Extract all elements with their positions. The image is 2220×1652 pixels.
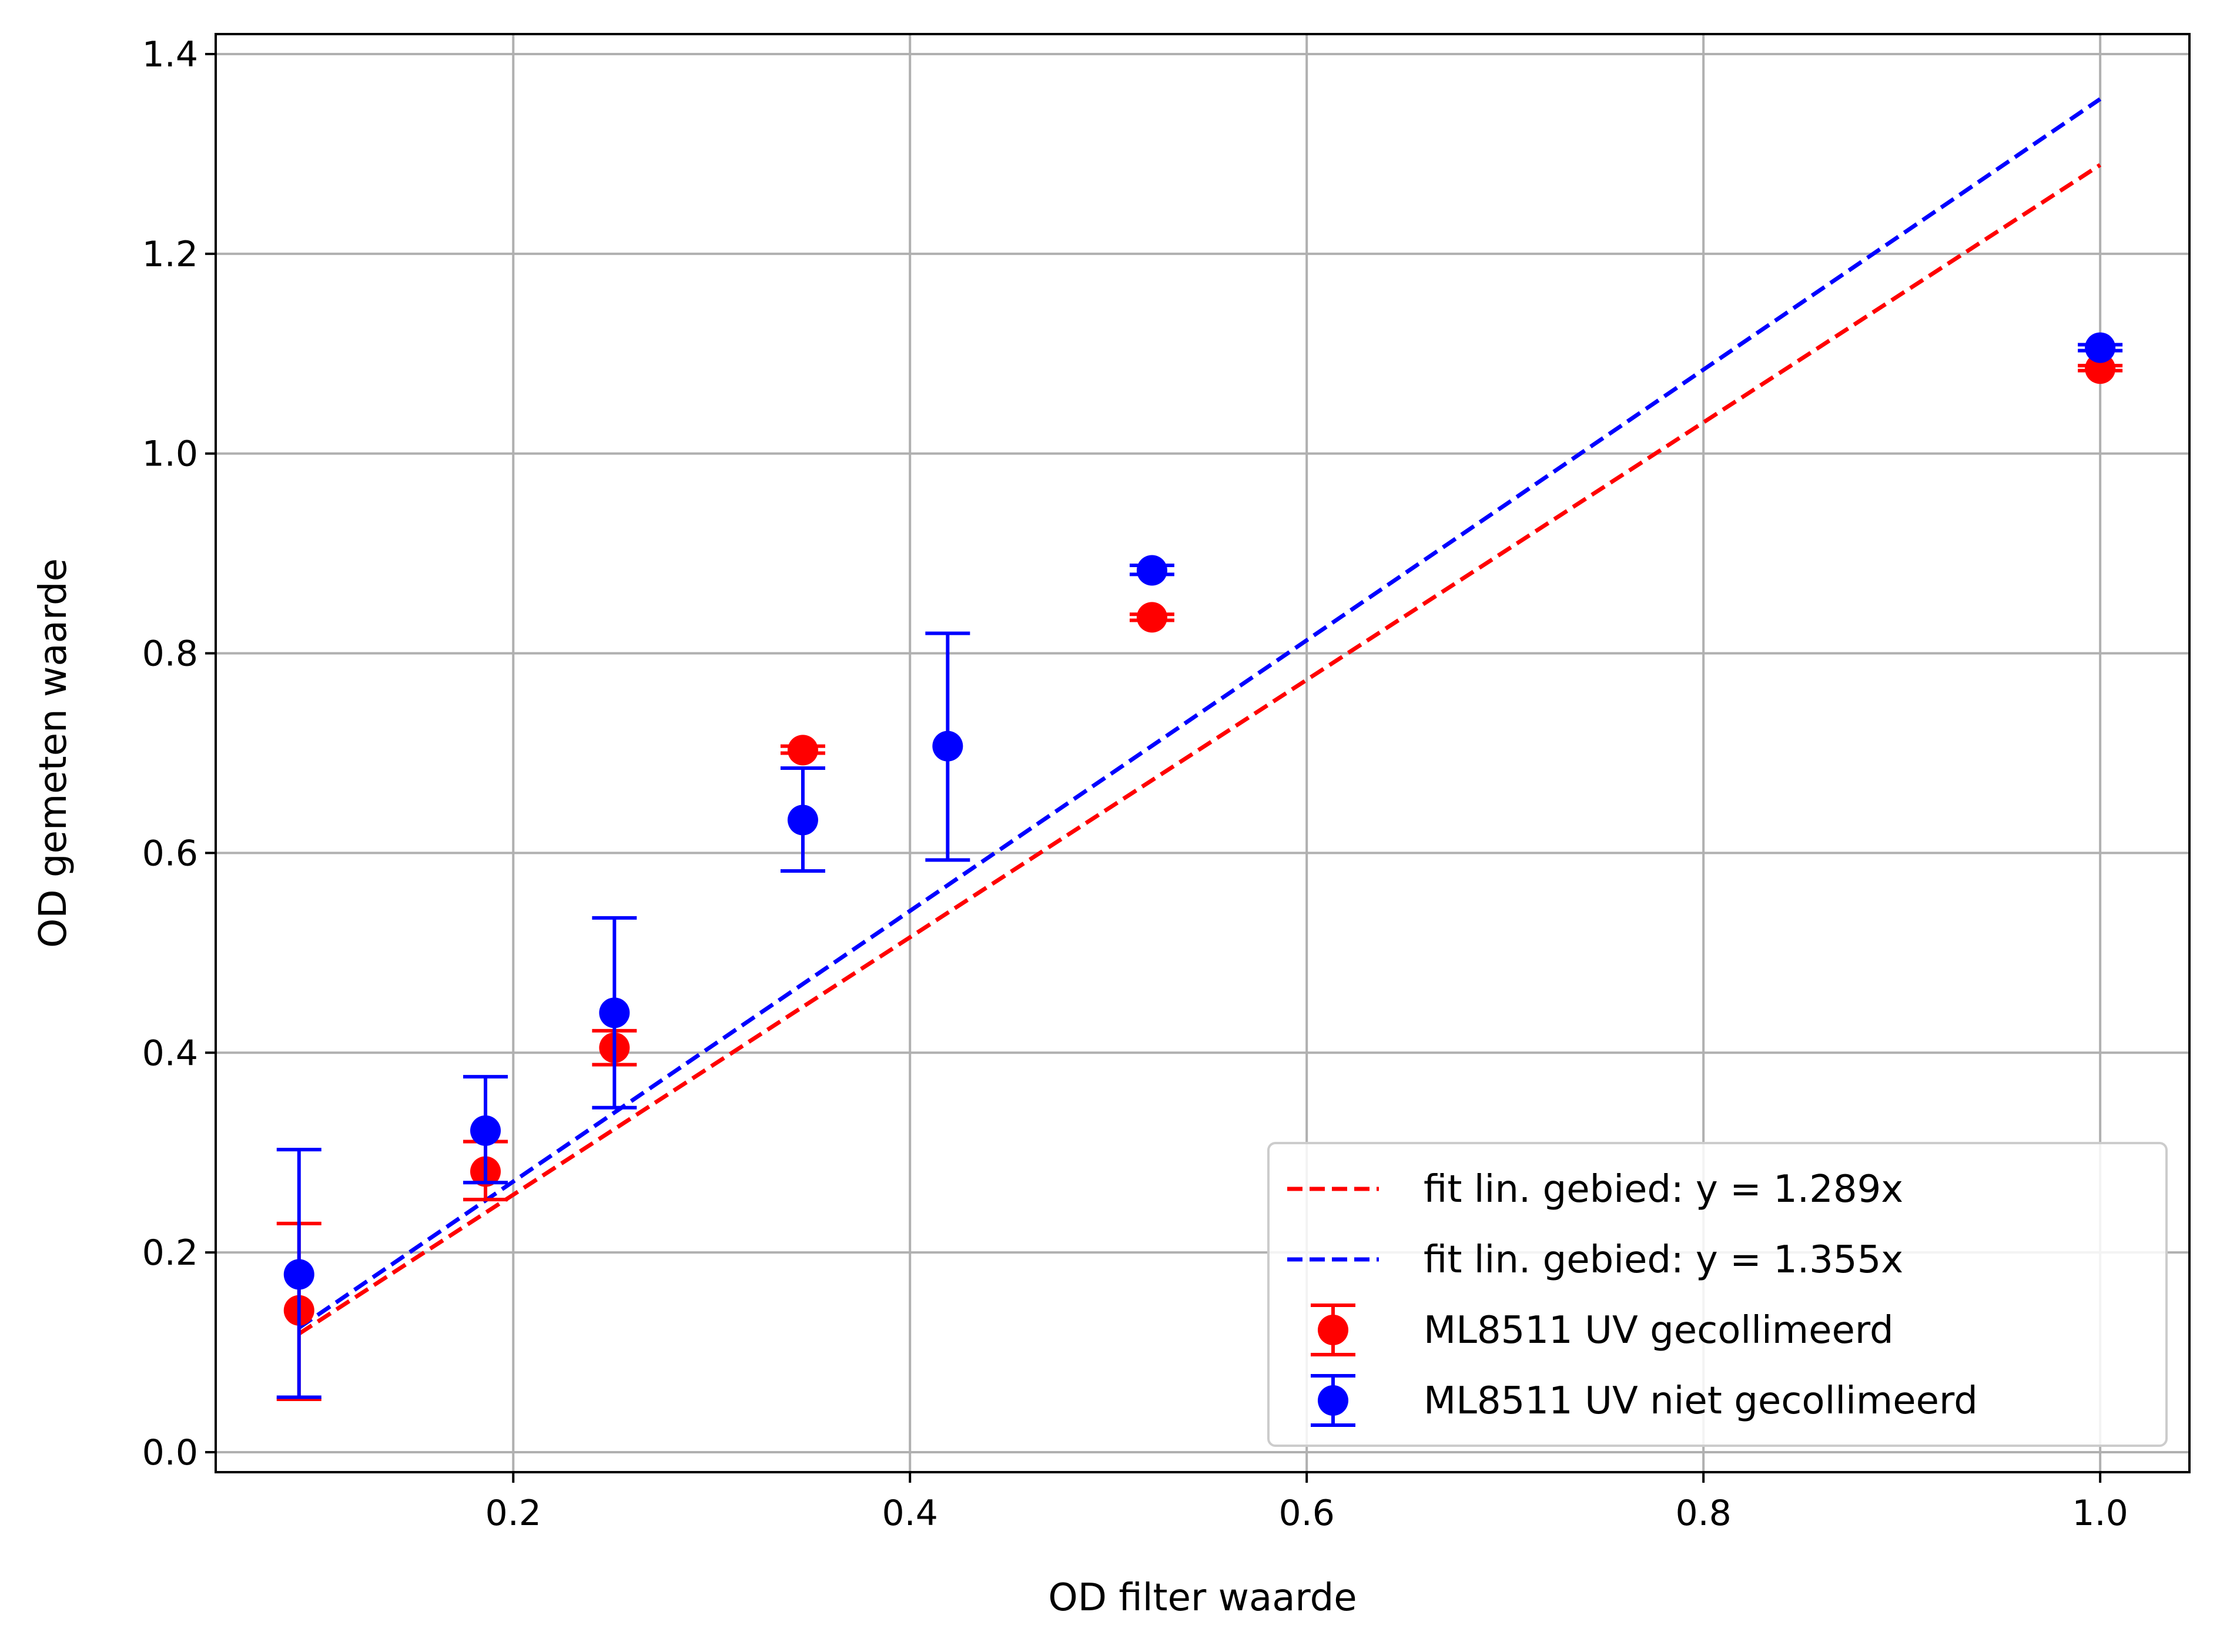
y-tick-label: 1.0 [142,434,198,475]
fit-line [297,163,2102,1336]
data-point [283,1259,314,1290]
x-tick-label: 0.6 [1278,1493,1334,1534]
legend-entry-label: fit lin. gebied: y = 1.355x [1424,1238,1903,1282]
x-tick-label: 1.0 [2072,1493,2128,1534]
data-point [470,1115,501,1146]
fit-lines [297,97,2102,1336]
data-point [599,997,630,1028]
data-point [787,735,818,766]
legend-marker [1318,1315,1348,1345]
y-tick-label: 1.2 [142,234,198,275]
axis-ticks: 0.2 0.4 0.6 0.8 1.0 0.0 0.2 0.4 0.6 0.8 1.0 1.2 1.4 [142,34,2128,1534]
legend-entry-label: ML8511 UV gecollimeerd [1424,1309,1894,1352]
legend-entry-label: fit lin. gebied: y = 1.289x [1424,1168,1903,1211]
y-axis-label: OD gemeten waarde [32,558,75,948]
x-tick-label: 0.2 [485,1493,541,1534]
data-point [787,805,818,836]
legend-box [1267,1142,2168,1447]
data-series [276,332,2123,1401]
y-tick-label: 1.4 [142,34,198,75]
x-axis-label: OD filter waarde [1048,1576,1357,1620]
y-tick-label: 0.0 [142,1432,198,1473]
y-tick-label: 0.4 [142,1033,198,1074]
plot-frame [215,33,2191,1473]
data-point [2085,353,2116,384]
x-tick-label: 0.8 [1675,1493,1731,1534]
series-group [276,332,2123,1399]
y-tick-label: 0.6 [142,833,198,874]
x-tick-label: 0.4 [882,1493,937,1534]
y-tick-label: 0.8 [142,634,198,675]
grid-lines [216,34,2189,1472]
data-point [1136,602,1167,633]
data-point [2085,332,2116,363]
legend-entry-label: ML8511 UV niet gecollimeerd [1424,1379,1978,1423]
y-tick-label: 0.2 [142,1232,198,1274]
legend-marker [1318,1385,1348,1416]
fit-line [297,97,2102,1330]
data-point [932,731,963,762]
data-point [1136,555,1167,586]
legend: fit lin. gebied: y = 1.289x fit lin. gebi… [1267,1142,2168,1447]
